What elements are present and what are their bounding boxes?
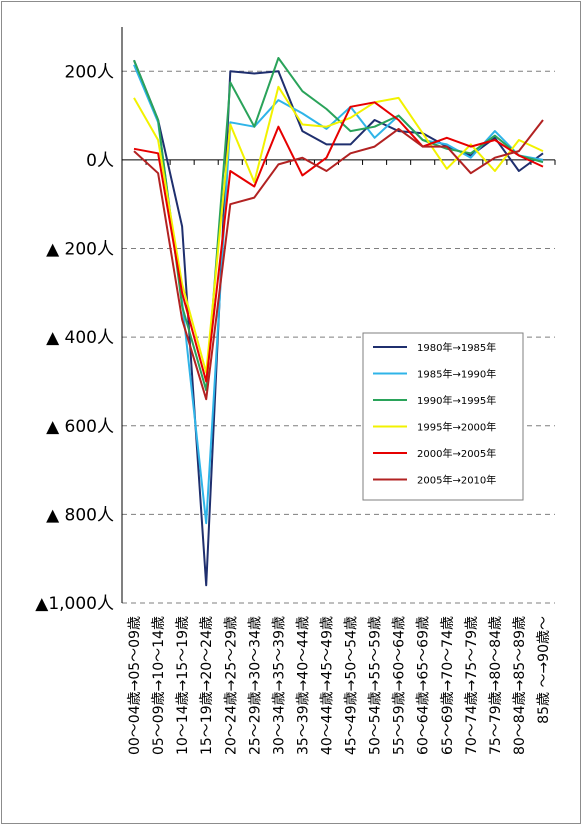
x-axis-ticks: 00～04歳→05～09歳 05～09歳→10～14歳 10～14歳→15～19歳 1… — [127, 616, 552, 755]
x-tick-label: 85歳 ～→90歳～ — [536, 616, 552, 724]
legend-label: 2000年→2005年 — [417, 447, 496, 460]
axes — [121, 27, 556, 603]
x-tick-label: 10～14歳→15～19歳 — [175, 616, 191, 755]
x-tick-label: 40～44歳→45～49歳 — [319, 616, 335, 755]
x-tick-label: 15～19歳→20～24歳 — [199, 616, 215, 755]
x-tick-label: 00～04歳→05～09歳 — [127, 616, 143, 755]
x-tick-label: 30～34歳→35～39歳 — [271, 616, 287, 755]
legend-label: 1995年→2000年 — [417, 421, 496, 434]
series-line-6 — [133, 119, 544, 401]
series-line-5 — [133, 101, 544, 383]
x-tick-label: 05～09歳→10～14歳 — [151, 616, 167, 755]
legend-label: 1985年→1990年 — [417, 368, 496, 381]
x-tick-label: 45～49歳→50～54歳 — [344, 616, 360, 755]
y-tick-label: ▲ 800人 — [46, 505, 114, 525]
legend: 1980年→1985年 1985年→1990年 1990年→1995年 1995年→2… — [362, 332, 524, 501]
x-tick-label: 50～54歳→55～59歳 — [368, 616, 384, 755]
y-tick-label: ▲ 400人 — [46, 328, 114, 348]
x-tick-label: 55～59歳→60～64歳 — [392, 616, 408, 755]
series-line-2 — [133, 64, 544, 525]
series-line-3 — [133, 57, 544, 392]
legend-label: 1980年→1985年 — [417, 341, 496, 354]
y-axis-ticks: 200人 0人 ▲ 200人 ▲ 400人 ▲ 600人 ▲ 800人 ▲1,000人 — [35, 62, 114, 614]
series-lines — [133, 57, 544, 587]
x-tick-label: 75～79歳→80～84歳 — [488, 616, 504, 755]
x-tick-label: 35～39歳→40～44歳 — [295, 616, 311, 755]
x-tick-label: 70～74歳→75～79歳 — [464, 616, 480, 755]
legend-label: 2005年→2010年 — [417, 474, 496, 487]
x-tick-label: 65～69歳→70～74歳 — [440, 616, 456, 755]
x-tick-label: 20～24歳→25～29歳 — [223, 616, 239, 755]
legend-label: 1990年→1995年 — [417, 394, 496, 407]
y-tick-label: ▲1,000人 — [35, 594, 114, 614]
y-tick-label: ▲ 600人 — [46, 417, 114, 437]
y-tick-label: 200人 — [65, 62, 114, 82]
x-tick-label: 80～84歳→85～89歳 — [512, 616, 528, 755]
legend-box — [362, 332, 524, 501]
x-tick-label: 25～29歳→30～34歳 — [247, 616, 263, 755]
y-tick-label: ▲ 200人 — [46, 240, 114, 260]
series-line-4 — [133, 85, 544, 374]
series-line-1 — [133, 59, 544, 587]
y-tick-label: 0人 — [86, 151, 114, 171]
x-tick-label: 60～64歳→65～69歳 — [416, 616, 432, 755]
